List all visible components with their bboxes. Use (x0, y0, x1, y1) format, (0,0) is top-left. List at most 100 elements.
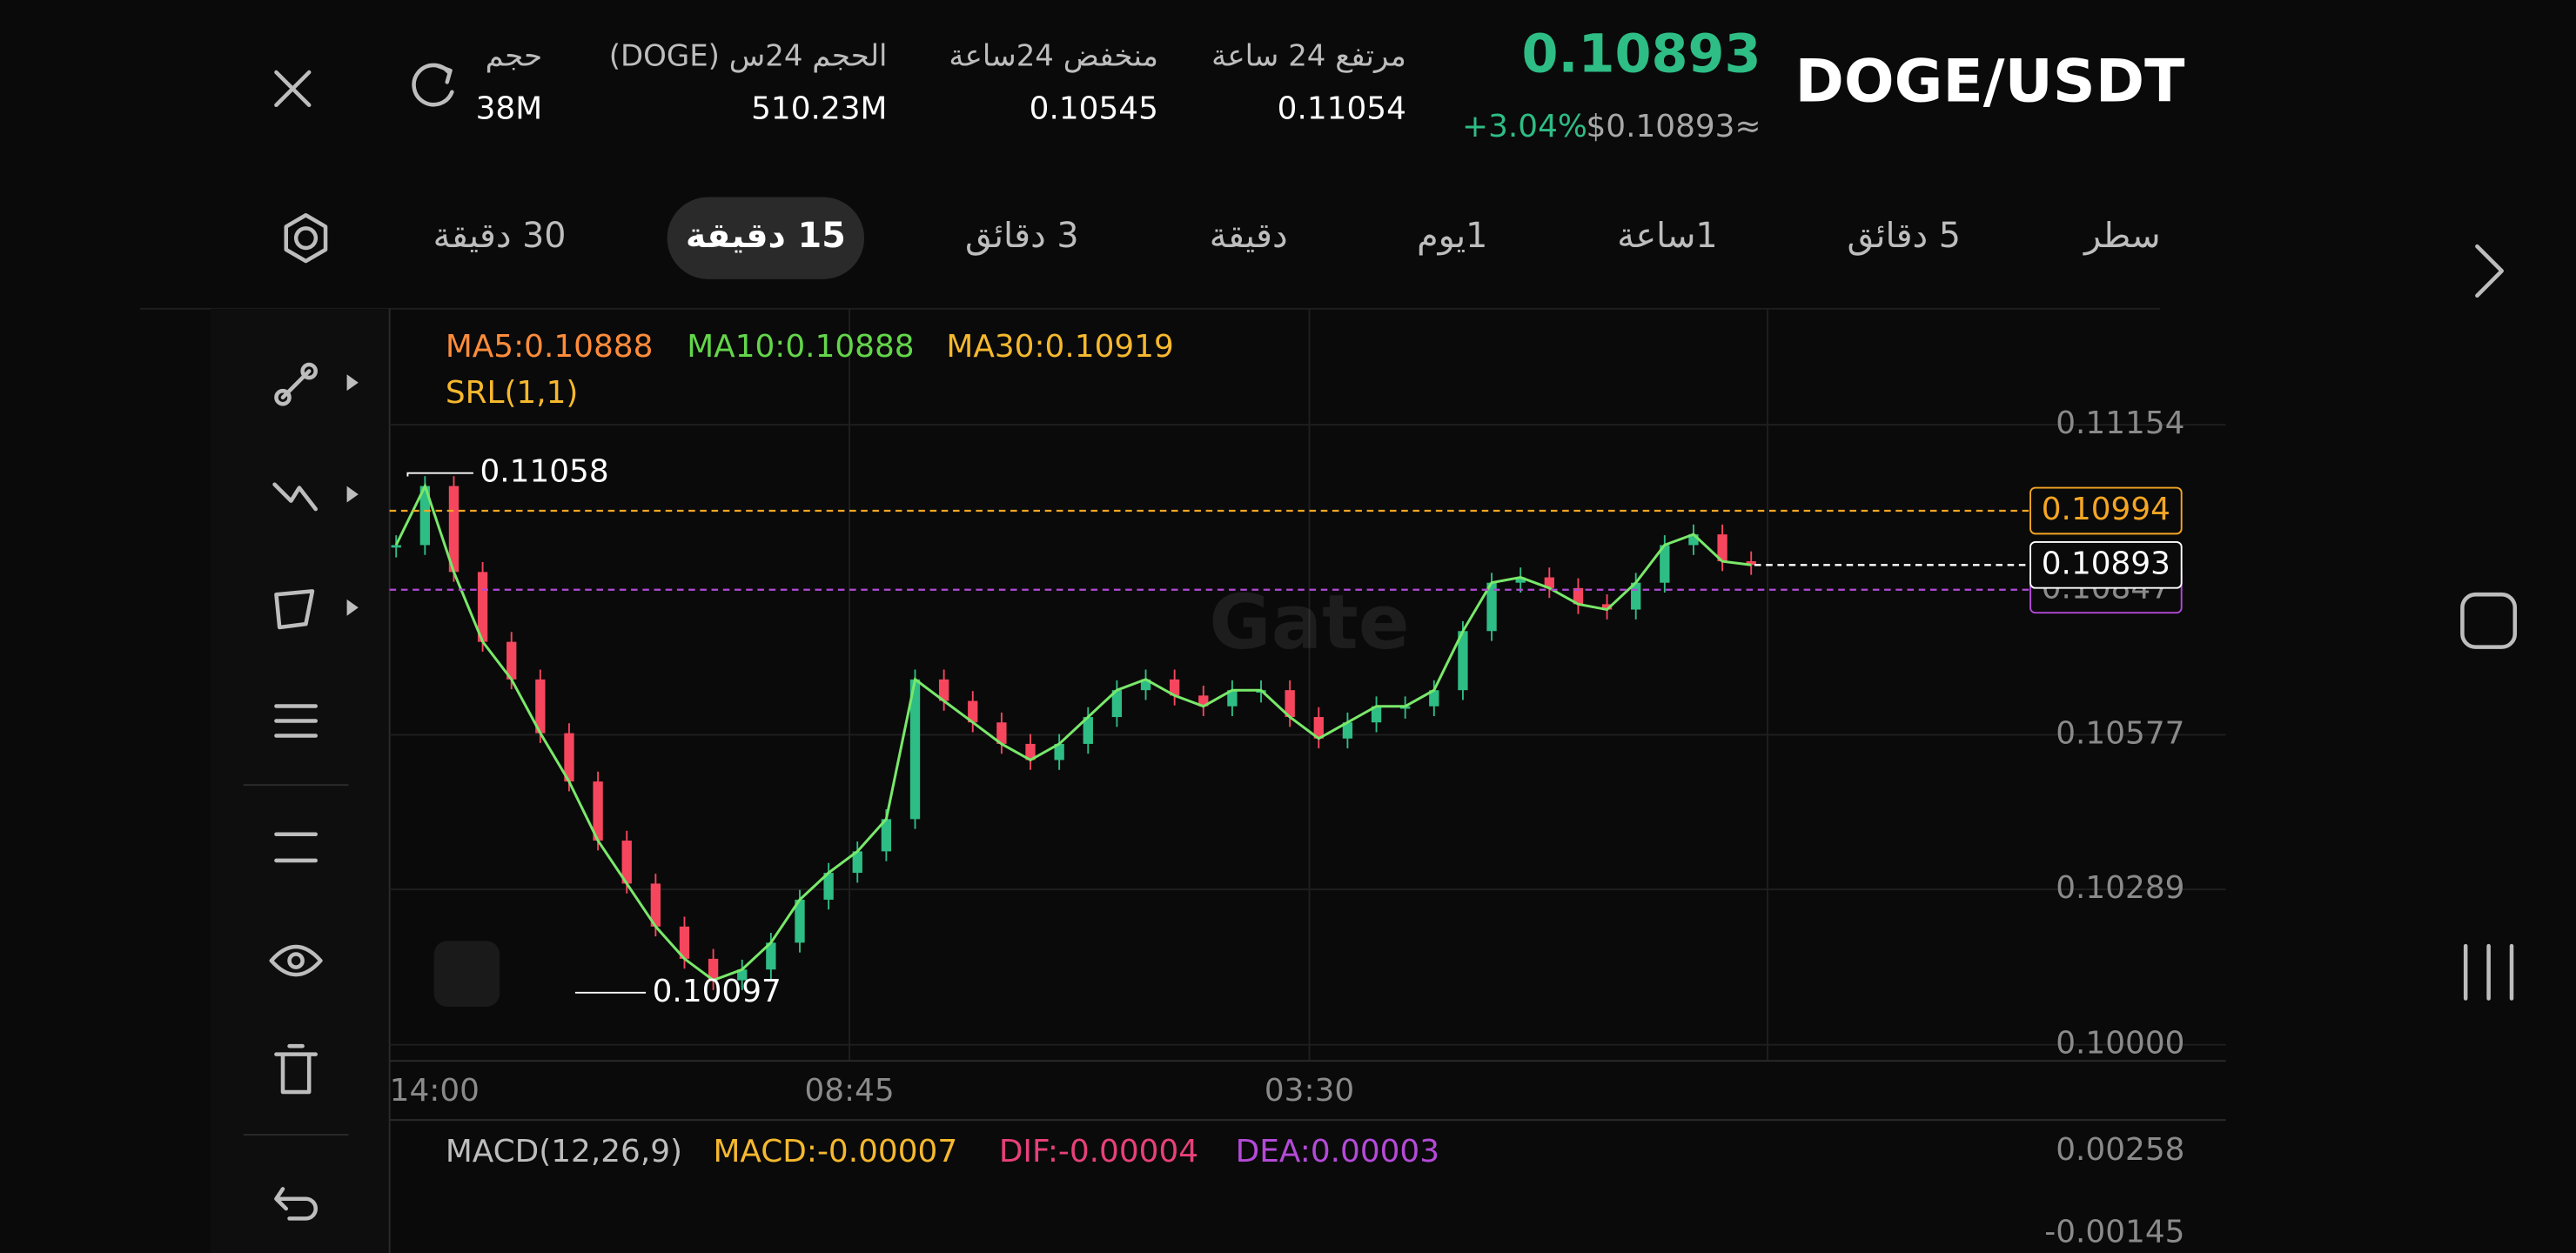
x-tick-label: 14:00 (390, 1073, 480, 1109)
x-tick-label: 08:45 (804, 1073, 894, 1109)
candle (679, 926, 690, 959)
candle (593, 781, 603, 841)
candle (1025, 743, 1036, 761)
candle (766, 942, 776, 970)
candle (1083, 717, 1093, 744)
candle (1169, 679, 1180, 696)
candle (1429, 690, 1439, 707)
trend-tool-dot (300, 362, 318, 380)
stat-value: 0.10545 (1030, 90, 1158, 126)
candle (506, 641, 517, 680)
template-tool[interactable] (274, 832, 318, 863)
timeframe-tab[interactable]: 1يوم (1417, 216, 1487, 256)
y-tick-label: 0.10577 (2056, 715, 2184, 751)
candle (1688, 534, 1699, 546)
fib-tool[interactable] (272, 482, 318, 512)
candle (477, 572, 488, 642)
candle (968, 700, 978, 723)
stat-value: 38M (476, 90, 543, 126)
candle (1342, 722, 1353, 739)
high-label: 0.11058 (480, 454, 608, 490)
stat-label: الحجم 24س (DOGE) (609, 39, 888, 74)
candle (1198, 695, 1209, 707)
undo-tool[interactable] (274, 1187, 318, 1221)
shape-tool[interactable] (274, 589, 315, 630)
nav-forward[interactable] (2475, 244, 2504, 298)
macd-label: DEA:0.00003 (1236, 1134, 1439, 1169)
visibility-pupil (287, 952, 305, 969)
stat-label: مرتفع 24 ساعة (1211, 39, 1406, 74)
stat-label: منخفض 24ساعة (949, 39, 1158, 74)
nav-recent[interactable] (2463, 943, 2514, 1001)
stat-label: حجم (486, 39, 543, 74)
expand-arrows (346, 374, 359, 616)
macd-label: DIF:-0.00004 (999, 1134, 1198, 1169)
pair-title: DOGE/USDT (1794, 48, 2184, 117)
candle (1486, 582, 1497, 632)
candle (1313, 717, 1324, 739)
candle (448, 486, 460, 573)
candle (708, 958, 719, 981)
timeframe-tab[interactable]: 3 دقائق (965, 216, 1079, 256)
candle (650, 883, 661, 927)
stat-value: 510.23M (751, 90, 887, 126)
macd-tick-label: -0.00145 (2044, 1214, 2184, 1250)
timeframe-tab[interactable]: سطر (2083, 216, 2161, 256)
candle (1054, 743, 1064, 761)
candle (1140, 679, 1151, 691)
candle (1285, 690, 1295, 718)
candle (1111, 690, 1123, 718)
candle (535, 679, 546, 734)
candle (391, 545, 401, 548)
candle (564, 733, 574, 782)
candle (1515, 577, 1526, 583)
price-tag (2029, 486, 2183, 535)
settings-button[interactable] (284, 212, 328, 264)
price-change: +3.04% (1462, 109, 1587, 144)
candle (1227, 690, 1238, 707)
candle (419, 486, 430, 546)
macd-tick-label: 0.00258 (2056, 1132, 2184, 1168)
price-tag-label: 0.10893 (2042, 546, 2170, 581)
timeframe-tab[interactable]: 15 دقيقة (686, 216, 846, 256)
price-tag-label: 0.10994 (2042, 492, 2170, 527)
candle (1660, 545, 1670, 583)
candle (881, 819, 892, 852)
candle (795, 899, 805, 943)
x-tick-label: 03:30 (1265, 1073, 1354, 1109)
close-button[interactable] (274, 70, 312, 108)
chart-mode-button[interactable] (433, 941, 500, 1007)
candle (852, 851, 862, 874)
toolbar (210, 308, 390, 1253)
timeframe-tab[interactable]: دقيقة (1210, 216, 1288, 256)
visibility-tool[interactable] (269, 944, 323, 977)
close-line (394, 482, 1752, 982)
y-tick-label: 0.11154 (2056, 405, 2184, 441)
candle (1458, 631, 1468, 691)
watermark: Gate (1209, 579, 1409, 667)
candle (621, 841, 632, 884)
stat-value: 0.11054 (1278, 90, 1406, 126)
candle (1573, 587, 1584, 605)
nav-home[interactable] (2460, 592, 2518, 649)
delete-tool[interactable] (274, 1043, 318, 1095)
candle (823, 873, 834, 900)
trend-tool-dot (274, 388, 292, 406)
candle (1717, 534, 1727, 561)
refresh-button[interactable] (412, 63, 454, 107)
toolbar-icons (243, 362, 500, 1221)
ma-label: MA10:0.10888 (687, 329, 914, 365)
timeframe-tab[interactable]: 30 دقيقة (433, 216, 567, 256)
price-tag (2029, 540, 2183, 589)
candle (938, 679, 949, 701)
last-price: 0.10893 (1522, 24, 1761, 85)
indicator-tool[interactable] (274, 704, 318, 738)
macd-label: MACD:-0.00007 (713, 1134, 957, 1169)
candle (909, 679, 921, 820)
candle (1601, 604, 1613, 610)
y-tick-label: 0.10000 (2056, 1026, 2184, 1062)
timeframe-tab[interactable]: 5 دقائق (1847, 216, 1961, 256)
timeframe-tab[interactable]: 1ساعة (1617, 216, 1717, 256)
low-label: 0.10097 (653, 974, 782, 1009)
